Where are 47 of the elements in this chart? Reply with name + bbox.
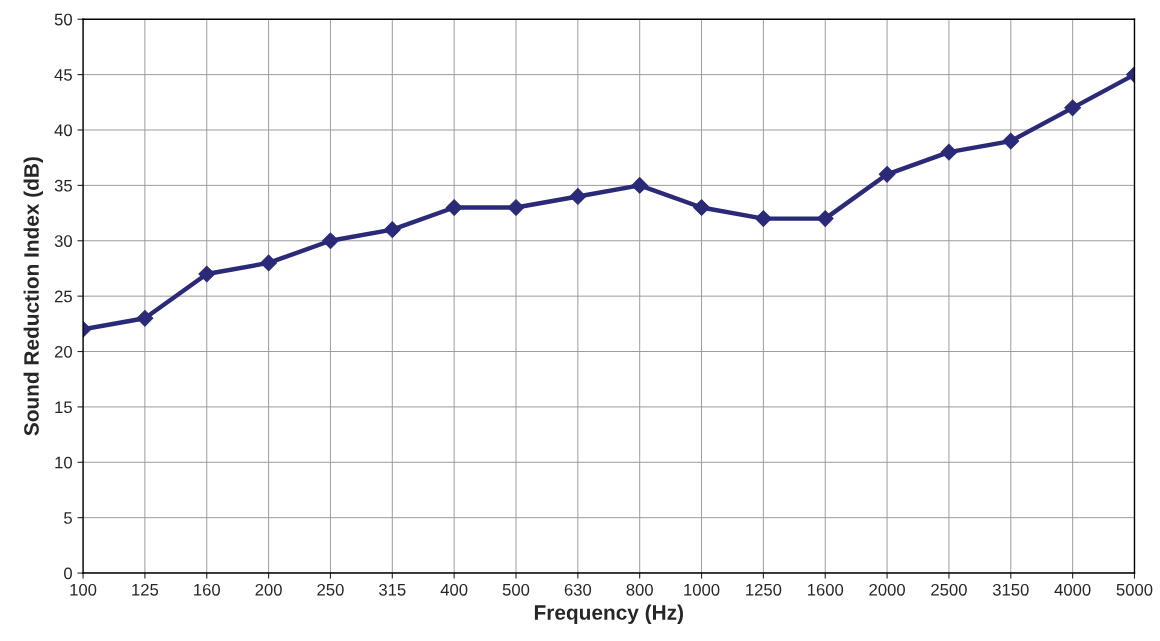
point xyxy=(755,210,772,227)
x-tick-label: 100 xyxy=(70,583,97,596)
x-tick-label: 4000 xyxy=(1054,583,1091,596)
y-tick-label: 10 xyxy=(55,456,72,469)
x-tick-label: 160 xyxy=(194,583,221,596)
x-tick-label: 1250 xyxy=(746,583,782,596)
y-tick-label: 45 xyxy=(54,69,72,81)
y-tick-label: 0 xyxy=(64,567,72,580)
y-tick-label: 50 xyxy=(54,13,72,26)
y-tick-label: 35 xyxy=(54,179,72,192)
point xyxy=(136,309,154,327)
point xyxy=(198,265,216,283)
point xyxy=(507,199,525,216)
y-tick-label: 25 xyxy=(54,290,72,303)
y-tick-label: 15 xyxy=(55,401,72,414)
point xyxy=(816,210,834,227)
point xyxy=(631,177,649,194)
x-tick-label: 400 xyxy=(440,583,468,596)
x-tick-label: 630 xyxy=(564,583,592,596)
point xyxy=(569,188,587,205)
point xyxy=(322,232,339,250)
x-tick-label: 2500 xyxy=(931,583,967,596)
point xyxy=(693,199,710,216)
x-tick-label: 200 xyxy=(255,583,282,596)
point xyxy=(878,165,896,183)
x-tick-label: 250 xyxy=(317,583,344,596)
x-tick-label: 3150 xyxy=(992,583,1029,596)
y-axis-title: Sound Reduction Index (dB) xyxy=(23,157,43,436)
x-tick-label: 5000 xyxy=(1116,583,1153,596)
y-tick-label: 20 xyxy=(54,345,72,358)
x-tick-label: 125 xyxy=(132,583,159,596)
x-tick-label: 1000 xyxy=(684,583,720,596)
point xyxy=(1064,99,1082,117)
x-tick-label: 315 xyxy=(379,583,406,596)
y-tick-label: 40 xyxy=(54,124,72,137)
point xyxy=(940,143,958,161)
x-tick-label: 2000 xyxy=(869,583,905,596)
point xyxy=(383,221,401,239)
x-tick-label: 800 xyxy=(626,583,653,596)
point xyxy=(445,199,463,216)
x-tick-label: 500 xyxy=(502,583,530,596)
point xyxy=(260,254,277,272)
x-tick-label: 1600 xyxy=(807,583,844,596)
y-tick-label: 5 xyxy=(64,512,72,524)
y-tick-label: 30 xyxy=(54,235,72,247)
x-axis-title: Frequency (Hz) xyxy=(534,604,683,624)
point xyxy=(1002,132,1020,150)
